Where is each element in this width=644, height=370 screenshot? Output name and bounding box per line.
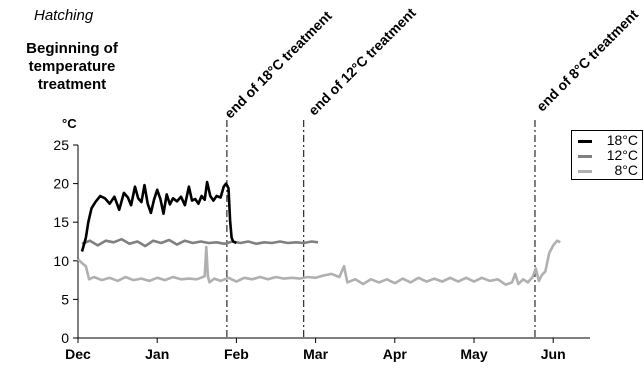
chart-legend: 18°C 12°C 8°C <box>571 130 643 180</box>
x-tick-label-may: May <box>460 346 487 362</box>
y-tick-label-0: 0 <box>61 330 69 346</box>
legend-swatch-12 <box>578 155 592 158</box>
legend-label-12: 12°C <box>606 147 638 163</box>
y-tick-label-25: 25 <box>53 137 69 153</box>
legend-swatch-18 <box>578 140 592 143</box>
x-tick-label-feb: Feb <box>224 346 249 362</box>
series-line-18c <box>80 180 237 252</box>
x-tick-label-jan: Jan <box>145 346 169 362</box>
legend-label-18: 18°C <box>606 132 638 148</box>
y-tick-label-20: 20 <box>53 176 69 192</box>
y-tick-label-10: 10 <box>53 253 69 269</box>
series-line-12c <box>81 237 319 248</box>
hatching-label: Hatching <box>34 7 94 24</box>
legend-item-18: 18°C <box>576 133 640 148</box>
x-tick-label-apr: Apr <box>383 346 408 362</box>
legend-swatch-8 <box>578 170 592 173</box>
legend-label-8: 8°C <box>614 162 639 178</box>
beginning-label: Beginning of temperature treatment <box>26 40 118 93</box>
y-tick-label-15: 15 <box>53 214 69 230</box>
x-tick-label-dec: Dec <box>65 346 91 362</box>
legend-item-12: 12°C <box>576 148 640 163</box>
x-tick-label-jun: Jun <box>541 346 566 362</box>
legend-item-8: 8°C <box>576 163 640 178</box>
series-line-8c <box>77 239 561 286</box>
y-axis-unit: °C <box>62 116 77 131</box>
y-tick-label-5: 5 <box>61 291 69 307</box>
x-tick-label-mar: Mar <box>303 346 328 362</box>
